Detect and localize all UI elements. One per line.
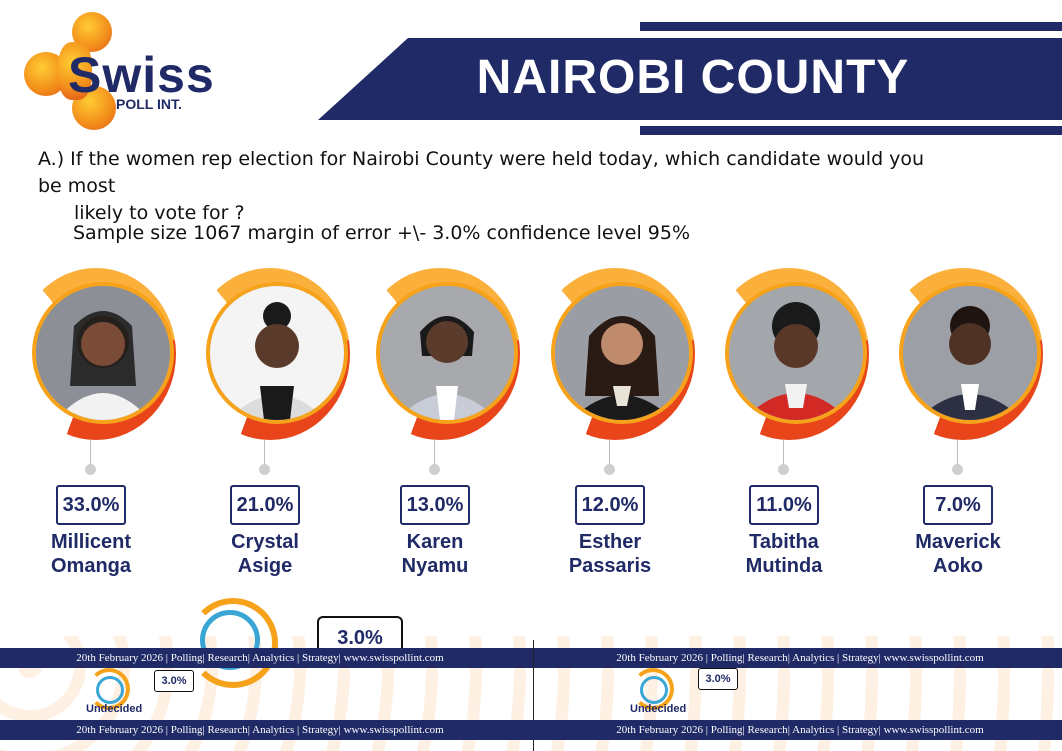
candidate-first-name: Tabitha [749, 531, 819, 553]
candidate-name: Millicent Omanga [6, 530, 176, 578]
banner-stripe-bottom [640, 126, 1062, 135]
undecided-ring [188, 598, 278, 688]
connector-dot [778, 464, 789, 475]
logo-subtitle: POLL INT. [116, 96, 182, 112]
question-line-2: likely to vote for ? [74, 202, 245, 224]
footer-text: 20th February 2026 | Polling| Research| … [616, 652, 984, 664]
panel-divider [533, 640, 534, 751]
candidate-card: 7.0% Maverick Aoko [883, 268, 1062, 588]
candidate-first-name: Millicent [50, 531, 131, 553]
connector-line [609, 440, 610, 466]
banner-stripe-top [640, 22, 1062, 31]
candidate-first-name: Karen [406, 531, 464, 553]
candidate-photo [551, 282, 693, 424]
footer-bar [0, 648, 1062, 668]
header-banner [318, 38, 1062, 120]
undecided-percent: 3.0% [317, 616, 403, 654]
candidate-card: 33.0% Millicent Omanga [16, 268, 196, 588]
candidate-name: Tabitha Mutinda [699, 530, 869, 578]
connector-line [434, 440, 435, 466]
candidate-percent: 13.0% [400, 485, 470, 525]
sample-info: Sample size 1067 margin of error +\- 3.0… [73, 222, 691, 244]
candidate-last-name: Nyamu [401, 555, 469, 577]
footer-text: 20th February 2026 | Polling| Research| … [616, 724, 984, 736]
connector-line [264, 440, 265, 466]
connector-line [90, 440, 91, 466]
undecided-ring-small [632, 668, 674, 710]
footer-text: 20th February 2026 | Polling| Research| … [76, 724, 444, 736]
connector-dot [85, 464, 96, 475]
page-title: NAIROBI COUNTY [476, 51, 910, 104]
undecided-icon-small [96, 676, 124, 704]
candidate-first-name: Maverick [915, 531, 1001, 553]
undecided-label: Undecided [630, 703, 687, 715]
candidate-card: 21.0% Crystal Asige [190, 268, 370, 588]
candidate-percent: 33.0% [56, 485, 126, 525]
candidate-photo [725, 282, 867, 424]
connector-dot [604, 464, 615, 475]
swiss-poll-logo: Swiss POLL INT. [20, 12, 230, 130]
candidate-photo [899, 282, 1041, 424]
candidate-name: Maverick Aoko [873, 530, 1043, 578]
candidate-name: Karen Nyamu [350, 530, 520, 578]
candidate-card: 12.0% Esther Passaris [535, 268, 715, 588]
candidate-percent: 7.0% [923, 485, 993, 525]
candidate-name: Crystal Asige [180, 530, 350, 578]
candidate-photo [32, 282, 174, 424]
candidate-first-name: Esther [578, 531, 642, 553]
undecided-icon-small [640, 676, 668, 704]
candidate-first-name: Crystal [231, 531, 299, 553]
candidate-percent: 21.0% [230, 485, 300, 525]
connector-dot [259, 464, 270, 475]
candidate-percent: 11.0% [749, 485, 819, 525]
undecided-label: Undecided [86, 703, 143, 715]
connector-line [957, 440, 958, 466]
candidate-last-name: Asige [237, 555, 293, 577]
candidate-last-name: Passaris [568, 555, 652, 577]
candidate-last-name: Aoko [933, 555, 983, 577]
candidate-card: 13.0% Karen Nyamu [360, 268, 540, 588]
candidate-last-name: Mutinda [745, 555, 823, 577]
undecided-percent-small: 3.0% [698, 668, 738, 690]
undecided-ring-small [88, 668, 130, 710]
connector-line [783, 440, 784, 466]
connector-dot [429, 464, 440, 475]
question-line-1: A.) If the women rep election for Nairob… [38, 148, 925, 197]
candidate-last-name: Omanga [50, 555, 132, 577]
candidate-percent: 12.0% [575, 485, 645, 525]
lower-section: 3.0% 20th February 2026 | Polling| Resea… [0, 596, 1062, 751]
poll-question: A.) If the women rep election for Nairob… [38, 146, 938, 227]
candidate-name: Esther Passaris [525, 530, 695, 578]
undecided-percent-small: 3.0% [154, 670, 194, 692]
footer-text: 20th February 2026 | Polling| Research| … [76, 652, 444, 664]
candidate-photo [376, 282, 518, 424]
candidate-photo [206, 282, 348, 424]
connector-dot [952, 464, 963, 475]
candidate-card: 11.0% Tabitha Mutinda [709, 268, 889, 588]
logo-word: Swiss [68, 47, 215, 103]
logo-blob-center [58, 42, 92, 100]
footer-bar [0, 720, 1062, 740]
